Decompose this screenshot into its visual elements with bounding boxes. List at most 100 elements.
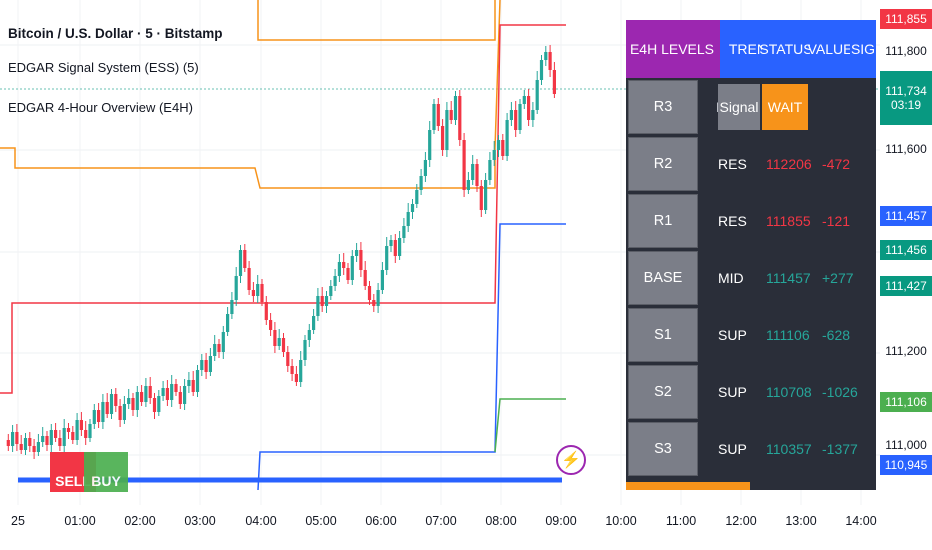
- row-status: SUP: [718, 384, 747, 400]
- candle-body: [398, 238, 402, 256]
- candle-body: [518, 104, 522, 130]
- price-label-111800: 111,800: [885, 44, 927, 58]
- candle-body: [226, 314, 230, 332]
- row-diff: -472: [822, 156, 851, 172]
- candle-body: [509, 110, 513, 120]
- candle-body: [41, 436, 45, 442]
- price-label-111200: 111,200: [885, 344, 927, 358]
- candle-body: [402, 226, 406, 238]
- level-line-red: [0, 24, 566, 394]
- row-status: RES: [718, 156, 747, 172]
- candle-body: [423, 160, 427, 176]
- candle-body: [458, 96, 462, 140]
- time-tick: 01:00: [64, 514, 96, 528]
- row-diff: -121: [822, 213, 851, 229]
- candle-body: [66, 428, 71, 432]
- candle-body: [436, 104, 440, 126]
- candles: [6, 45, 556, 459]
- row-value: 111457: [766, 270, 811, 286]
- candle-body: [11, 432, 15, 446]
- candle-body: [36, 442, 40, 452]
- candle-body: [501, 140, 505, 156]
- level-line-orange-upper: [257, 0, 496, 41]
- level-base: BASE: [628, 251, 698, 305]
- price-tag-111456: 111,456: [880, 240, 932, 260]
- candle-body: [84, 430, 88, 438]
- sell-label: SELL: [55, 473, 91, 489]
- candle-body: [15, 432, 19, 444]
- candle-body: [273, 330, 277, 346]
- candle-body: [445, 110, 449, 150]
- symbol-title[interactable]: Bitcoin / U.S. Dollar · 5 · Bitstamp: [8, 26, 223, 41]
- candle-body: [122, 404, 126, 420]
- indicator-ess-label[interactable]: EDGAR Signal System (ESS) (5): [8, 60, 199, 75]
- candle-body: [346, 268, 350, 280]
- row-diff: -1026: [822, 384, 858, 400]
- candle-body: [243, 250, 247, 268]
- candle-body: [359, 250, 363, 270]
- candle-body: [496, 140, 501, 150]
- candle-body: [432, 104, 436, 130]
- candle-body: [49, 430, 53, 445]
- candle-body: [238, 250, 243, 276]
- lightning-icon[interactable]: ⚡: [556, 445, 586, 475]
- header-levels: E4H LEVELS: [626, 20, 718, 78]
- candle-body: [88, 424, 92, 438]
- candle-body: [337, 262, 341, 276]
- candle-body: [552, 70, 556, 94]
- time-tick: 02:00: [124, 514, 156, 528]
- candle-body: [183, 386, 187, 404]
- candle-body: [462, 140, 466, 190]
- candle-body: [256, 284, 260, 296]
- candle-body: [380, 270, 384, 290]
- candle-body: [191, 380, 195, 392]
- time-tick: 05:00: [305, 514, 337, 528]
- candle-body: [247, 268, 251, 290]
- row-status: SUP: [718, 327, 747, 343]
- candle-body: [221, 332, 225, 352]
- signal-status: WAIT: [762, 84, 808, 130]
- candle-body: [213, 344, 217, 356]
- candle-body: [114, 394, 118, 406]
- candle-body: [539, 60, 544, 80]
- candle-body: [471, 164, 475, 180]
- buy-button[interactable]: BUY: [84, 452, 128, 492]
- price-label-111600: 111,600: [885, 142, 927, 156]
- candle-body: [32, 446, 36, 452]
- candle-body: [101, 402, 105, 422]
- candle-body: [251, 290, 255, 296]
- header-sig: SIG: [850, 20, 876, 78]
- candle-body: [410, 204, 415, 212]
- level-s1: S1: [628, 308, 698, 362]
- candle-body: [299, 360, 303, 382]
- candle-body: [294, 374, 298, 382]
- row-diff: +277: [822, 270, 854, 286]
- time-tick: 11:00: [665, 514, 697, 528]
- candle-body: [475, 164, 479, 186]
- level-s2: S2: [628, 365, 698, 419]
- candle-body: [277, 338, 281, 346]
- candle-body: [312, 316, 316, 330]
- candle-body: [488, 160, 492, 180]
- candle-body: [200, 360, 204, 370]
- row-status: RES: [718, 213, 747, 229]
- level-s3: S3: [628, 422, 698, 476]
- candle-body: [324, 296, 329, 306]
- candle-body: [449, 110, 453, 120]
- row-value: 112206: [766, 156, 812, 172]
- candle-body: [79, 420, 83, 430]
- candle-body: [419, 176, 423, 190]
- candle-body: [320, 296, 324, 306]
- candle-body: [453, 96, 458, 120]
- candle-body: [19, 444, 23, 450]
- candle-body: [144, 386, 148, 402]
- price-tag-111106: 111,106: [880, 392, 932, 412]
- candle-body: [393, 240, 397, 256]
- candle-body: [333, 276, 337, 286]
- candle-body: [178, 392, 182, 404]
- time-tick: 07:00: [425, 514, 457, 528]
- row-value: 111106: [766, 327, 810, 343]
- candle-body: [6, 440, 10, 446]
- indicator-e4h-label[interactable]: EDGAR 4-Hour Overview (E4H): [8, 100, 193, 115]
